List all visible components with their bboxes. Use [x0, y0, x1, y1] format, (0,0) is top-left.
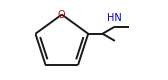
Text: HN: HN: [107, 13, 122, 23]
Text: O: O: [58, 10, 66, 20]
